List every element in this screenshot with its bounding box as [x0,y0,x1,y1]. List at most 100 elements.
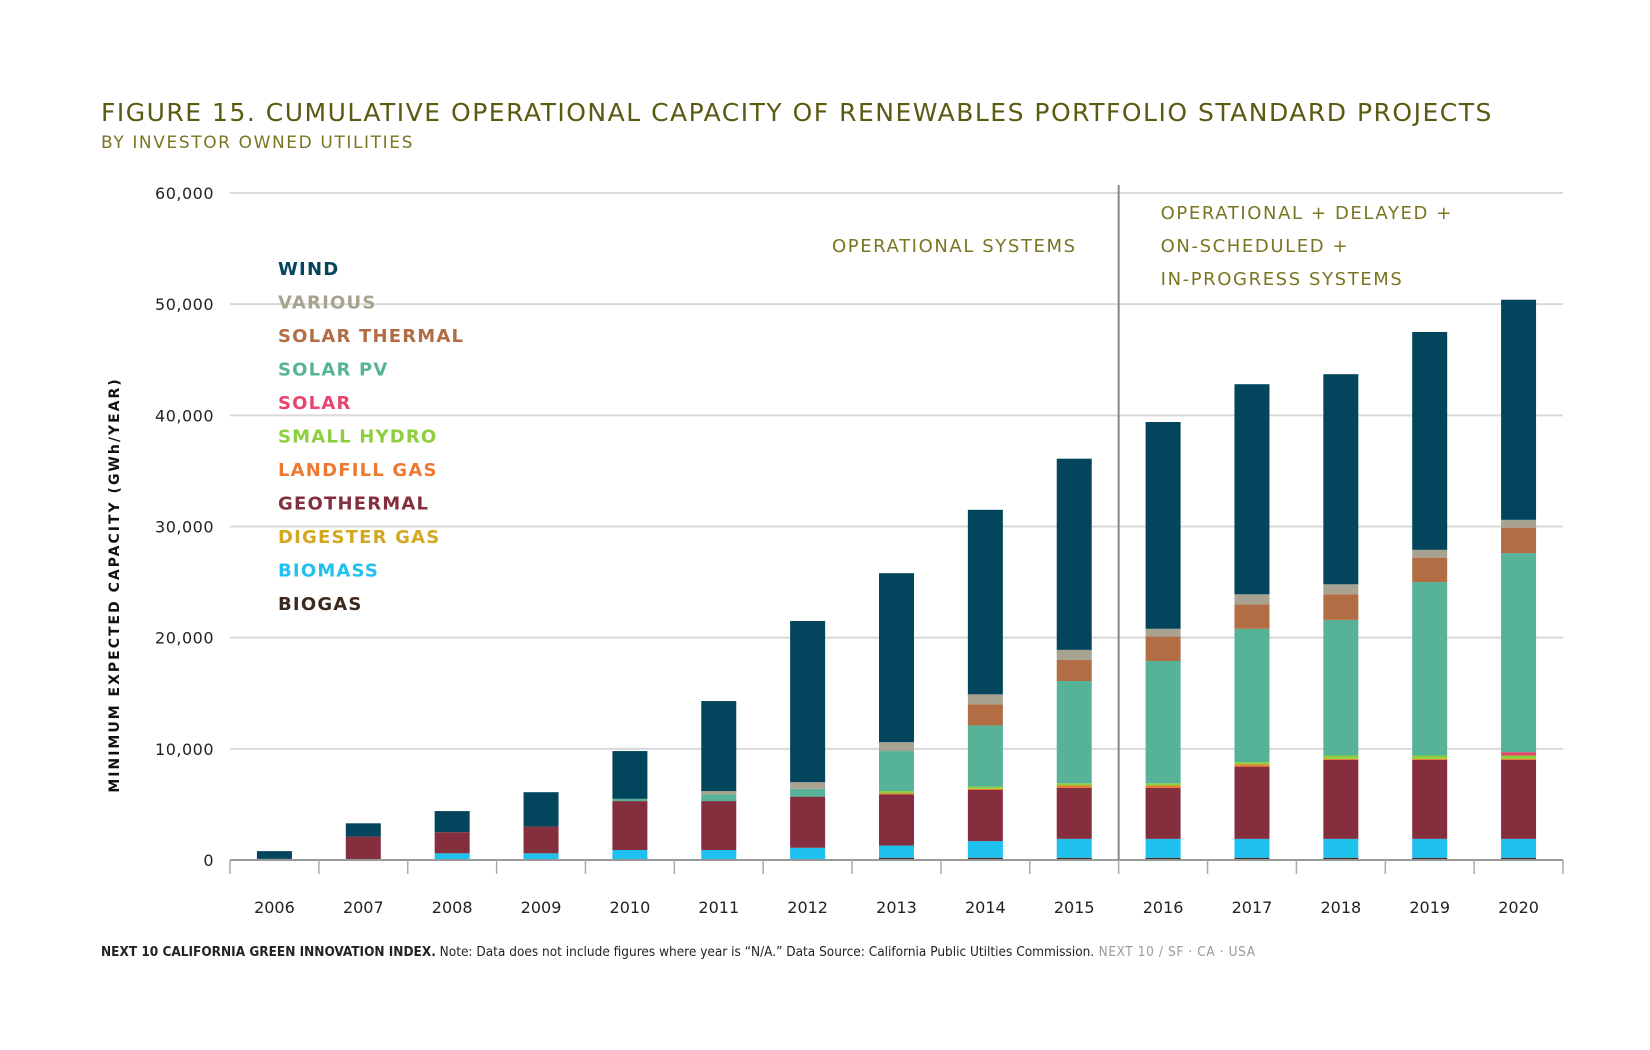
legend-item-wind: WIND [278,259,339,280]
bar-segment-wind [523,792,559,827]
x-tick-label: 2014 [965,898,1006,917]
bar-segment-biogas [879,857,914,860]
bar-segment-solar-pv [879,751,914,792]
bar-segment-geothermal [523,826,559,854]
bar-segment-wind [1323,374,1359,585]
x-tick-label: 2006 [254,898,295,917]
bar-segment-geothermal [434,832,470,854]
bar-segment-geothermal [790,796,826,848]
footer-source: NEXT 10 CALIFORNIA GREEN INNOVATION INDE… [101,944,436,960]
bar-segment-various [1056,649,1092,660]
bar-segment-small-hydro [1145,783,1181,786]
bar-segment-solar-pv [1145,661,1181,784]
bar-segment-biomass [1145,838,1181,858]
bar-segment-landfill-gas [1323,758,1359,760]
bar-segment-solar-thermal [1056,659,1092,682]
legend-item-digester-gas: DIGESTER GAS [278,527,440,548]
x-tick-label: 2020 [1498,898,1539,917]
x-tick-label: 2011 [698,898,739,917]
bar-segment-solar-pv [967,725,1003,787]
x-tick-label: 2010 [610,898,651,917]
bar-segment-biogas [1412,857,1448,860]
bar-segment-wind [967,509,1003,695]
bar-segment-solar-thermal [1501,527,1537,554]
bar-segment-solar-pv [790,788,826,797]
y-tick-label: 20,000 [155,629,214,648]
bar-segment-biogas [967,857,1003,860]
bar-segment-solar-pv [612,798,648,802]
bar-segment-geothermal [1145,787,1181,839]
bar-segment-wind [434,811,470,833]
bar-segment-biogas [1145,857,1181,860]
bar-segment-geothermal [701,801,737,850]
legend-item-various: VARIOUS [278,293,376,314]
bar-segment-geothermal [612,801,648,850]
x-tick-label: 2007 [343,898,384,917]
bar-segment-geothermal [967,789,1003,842]
bar-segment-geothermal [1501,759,1537,839]
legend-item-landfill-gas: LANDFILL GAS [278,460,438,481]
bar-segment-small-hydro [879,791,914,794]
bar-segment-wind [1056,458,1092,650]
bar-segment-solar-thermal [967,704,1003,726]
bar-segment-geothermal [879,794,914,846]
bar-segment-wind [1234,384,1270,595]
bar-segment-various [1145,628,1181,637]
bar-segment-biomass [790,847,826,860]
legend-item-small-hydro: SMALL HYDRO [278,427,437,448]
x-tick-label: 2019 [1409,898,1450,917]
bar-segment-biomass [612,849,648,860]
bar-segment-biomass [967,841,1003,858]
annotation-projected-line: IN-PROGRESS SYSTEMS [1161,269,1404,290]
legend-item-solar-thermal: SOLAR THERMAL [278,326,464,347]
bar-segment-various [1323,584,1359,595]
bar-segment-wind [790,620,826,783]
bar-segment-various [1412,549,1448,558]
bar-segment-wind [612,751,648,799]
x-tick-label: 2016 [1143,898,1184,917]
bar-segment-landfill-gas [1145,785,1181,788]
x-tick-label: 2018 [1320,898,1361,917]
bar-segment-wind [1145,422,1181,629]
bar-segment-landfill-gas [1056,785,1092,788]
x-tick-label: 2009 [521,898,562,917]
bar-segment-solar-pv [1234,628,1270,763]
bar-segment-biomass [1323,838,1359,858]
bar-segment-small-hydro [967,786,1003,789]
footer-note: Note: Data does not include figures wher… [435,944,1095,960]
bar-segment-small-hydro [1323,755,1359,759]
x-tick-label: 2017 [1232,898,1273,917]
bar-segment-wind [1412,331,1448,550]
bar-segment-various [879,742,914,752]
y-tick-label: 50,000 [155,295,214,314]
bar-segment-solar-thermal [1145,636,1181,662]
x-tick-label: 2015 [1054,898,1095,917]
bar-segment-solar-thermal [1234,604,1270,629]
y-tick-label: 0 [203,851,214,870]
bar-segment-geothermal [1056,787,1092,839]
bar-segment-solar-pv [1323,619,1359,756]
bar-segment-landfill-gas [1501,758,1537,760]
bar-segment-biomass [879,845,914,858]
bar-segment-landfill-gas [879,793,914,795]
bar-segment-wind [256,851,292,859]
legend-item-biomass: BIOMASS [278,561,379,582]
bar-segment-biogas [1056,857,1092,860]
bar-segment-solar-pv [1056,681,1092,784]
legend-item-solar-pv: SOLAR PV [278,360,389,381]
bar-segment-biomass [1412,838,1448,858]
annotation-operational: OPERATIONAL SYSTEMS [832,236,1077,257]
bar-segment-various [790,782,826,789]
bar-segment-landfill-gas [1412,758,1448,760]
y-tick-label: 10,000 [155,740,214,759]
x-tick-label: 2013 [876,898,917,917]
bar-segment-wind [1501,299,1537,520]
bar-segment-biomass [1501,838,1537,858]
bar-segment-biomass [1056,838,1092,858]
legend-item-geothermal: GEOTHERMAL [278,494,429,515]
bar-segment-small-hydro [1501,755,1537,759]
bar-segment-solar-thermal [1412,557,1448,583]
bar-segment-solar [1501,752,1537,756]
x-tick-label: 2008 [432,898,473,917]
